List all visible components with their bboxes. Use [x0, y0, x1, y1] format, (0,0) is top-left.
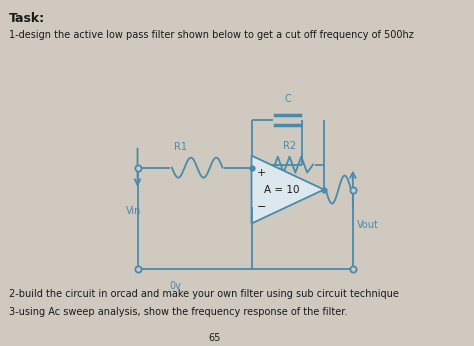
- Polygon shape: [252, 156, 324, 224]
- Text: R1: R1: [174, 142, 187, 152]
- Text: +: +: [257, 167, 266, 177]
- Text: C: C: [284, 94, 291, 104]
- Text: 0v: 0v: [170, 281, 182, 291]
- Text: A = 10: A = 10: [264, 184, 300, 194]
- Text: −: −: [257, 202, 266, 211]
- Text: Vin: Vin: [126, 206, 142, 216]
- Text: Task:: Task:: [9, 12, 45, 25]
- Text: 1-design the active low pass filter shown below to get a cut off frequency of 50: 1-design the active low pass filter show…: [9, 30, 414, 40]
- Text: 3-using Ac sweep analysis, show the frequency response of the filter.: 3-using Ac sweep analysis, show the freq…: [9, 307, 347, 317]
- Text: 65: 65: [208, 333, 220, 343]
- Text: R2: R2: [283, 141, 296, 151]
- Text: 2-build the circuit in orcad and make your own filter using sub circuit techniqu: 2-build the circuit in orcad and make yo…: [9, 289, 399, 299]
- Text: Vout: Vout: [357, 219, 379, 229]
